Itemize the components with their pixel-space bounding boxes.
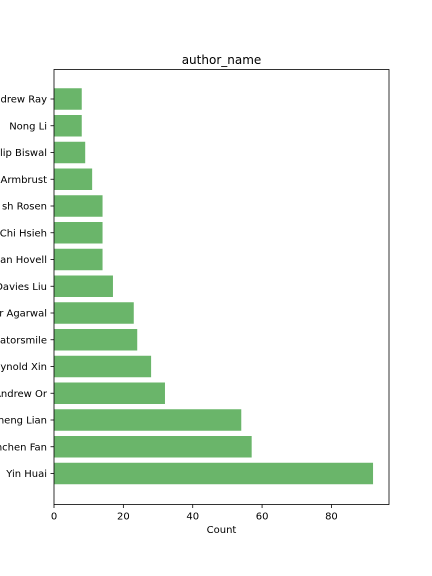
y-tick-label: gatorsmile	[0, 335, 47, 346]
bar-9	[54, 222, 103, 244]
y-tick-label: Yin Huai	[5, 469, 47, 480]
y-tick-label: Chi Hsieh	[0, 228, 47, 239]
bars-group	[54, 88, 374, 485]
y-tick-label: Nong Li	[9, 121, 47, 132]
plot-frame	[53, 69, 390, 505]
bar-11	[54, 168, 93, 190]
x-axis-ticks: 0 20 40 60 80	[51, 504, 338, 523]
bar-7	[54, 275, 113, 297]
x-axis-label: Count	[207, 525, 237, 536]
y-tick-label: sh Rosen	[2, 202, 47, 213]
bar-1	[54, 436, 252, 458]
x-tick-label: 80	[325, 512, 338, 523]
y-tick-label: Davies Liu	[0, 282, 47, 293]
bar-5	[54, 329, 138, 351]
bar-2	[54, 409, 242, 431]
y-tick-label: drew Ray	[0, 95, 47, 106]
bar-8	[54, 248, 103, 271]
bar-3	[54, 382, 165, 404]
bar-12	[54, 141, 86, 164]
y-tick-label: Reynold Xin	[0, 362, 47, 373]
x-tick-label: 20	[117, 512, 130, 523]
y-tick-label: Cheng Lian	[0, 416, 47, 427]
y-tick-label: Andrew Or	[0, 389, 48, 400]
y-axis-ticks: Yin Huai Wenchen Fan Cheng Lian Andrew Or Re…	[0, 95, 54, 480]
bar-0	[54, 462, 374, 485]
bar-13	[54, 115, 82, 137]
x-tick-label: 0	[51, 512, 57, 523]
y-tick-label: lip Biswal	[0, 148, 47, 159]
bar-14	[54, 88, 82, 110]
chart-title: author_name	[182, 53, 262, 67]
y-tick-label: r Agarwal	[0, 309, 47, 320]
bar-10	[54, 195, 103, 217]
y-tick-label: an Hovell	[0, 255, 47, 266]
bar-6	[54, 302, 134, 324]
y-tick-label: Wenchen Fan	[0, 442, 47, 453]
x-tick-label: 60	[256, 512, 269, 523]
y-tick-label: Armbrust	[1, 175, 48, 186]
x-tick-label: 40	[186, 512, 199, 523]
bar-4	[54, 355, 152, 378]
